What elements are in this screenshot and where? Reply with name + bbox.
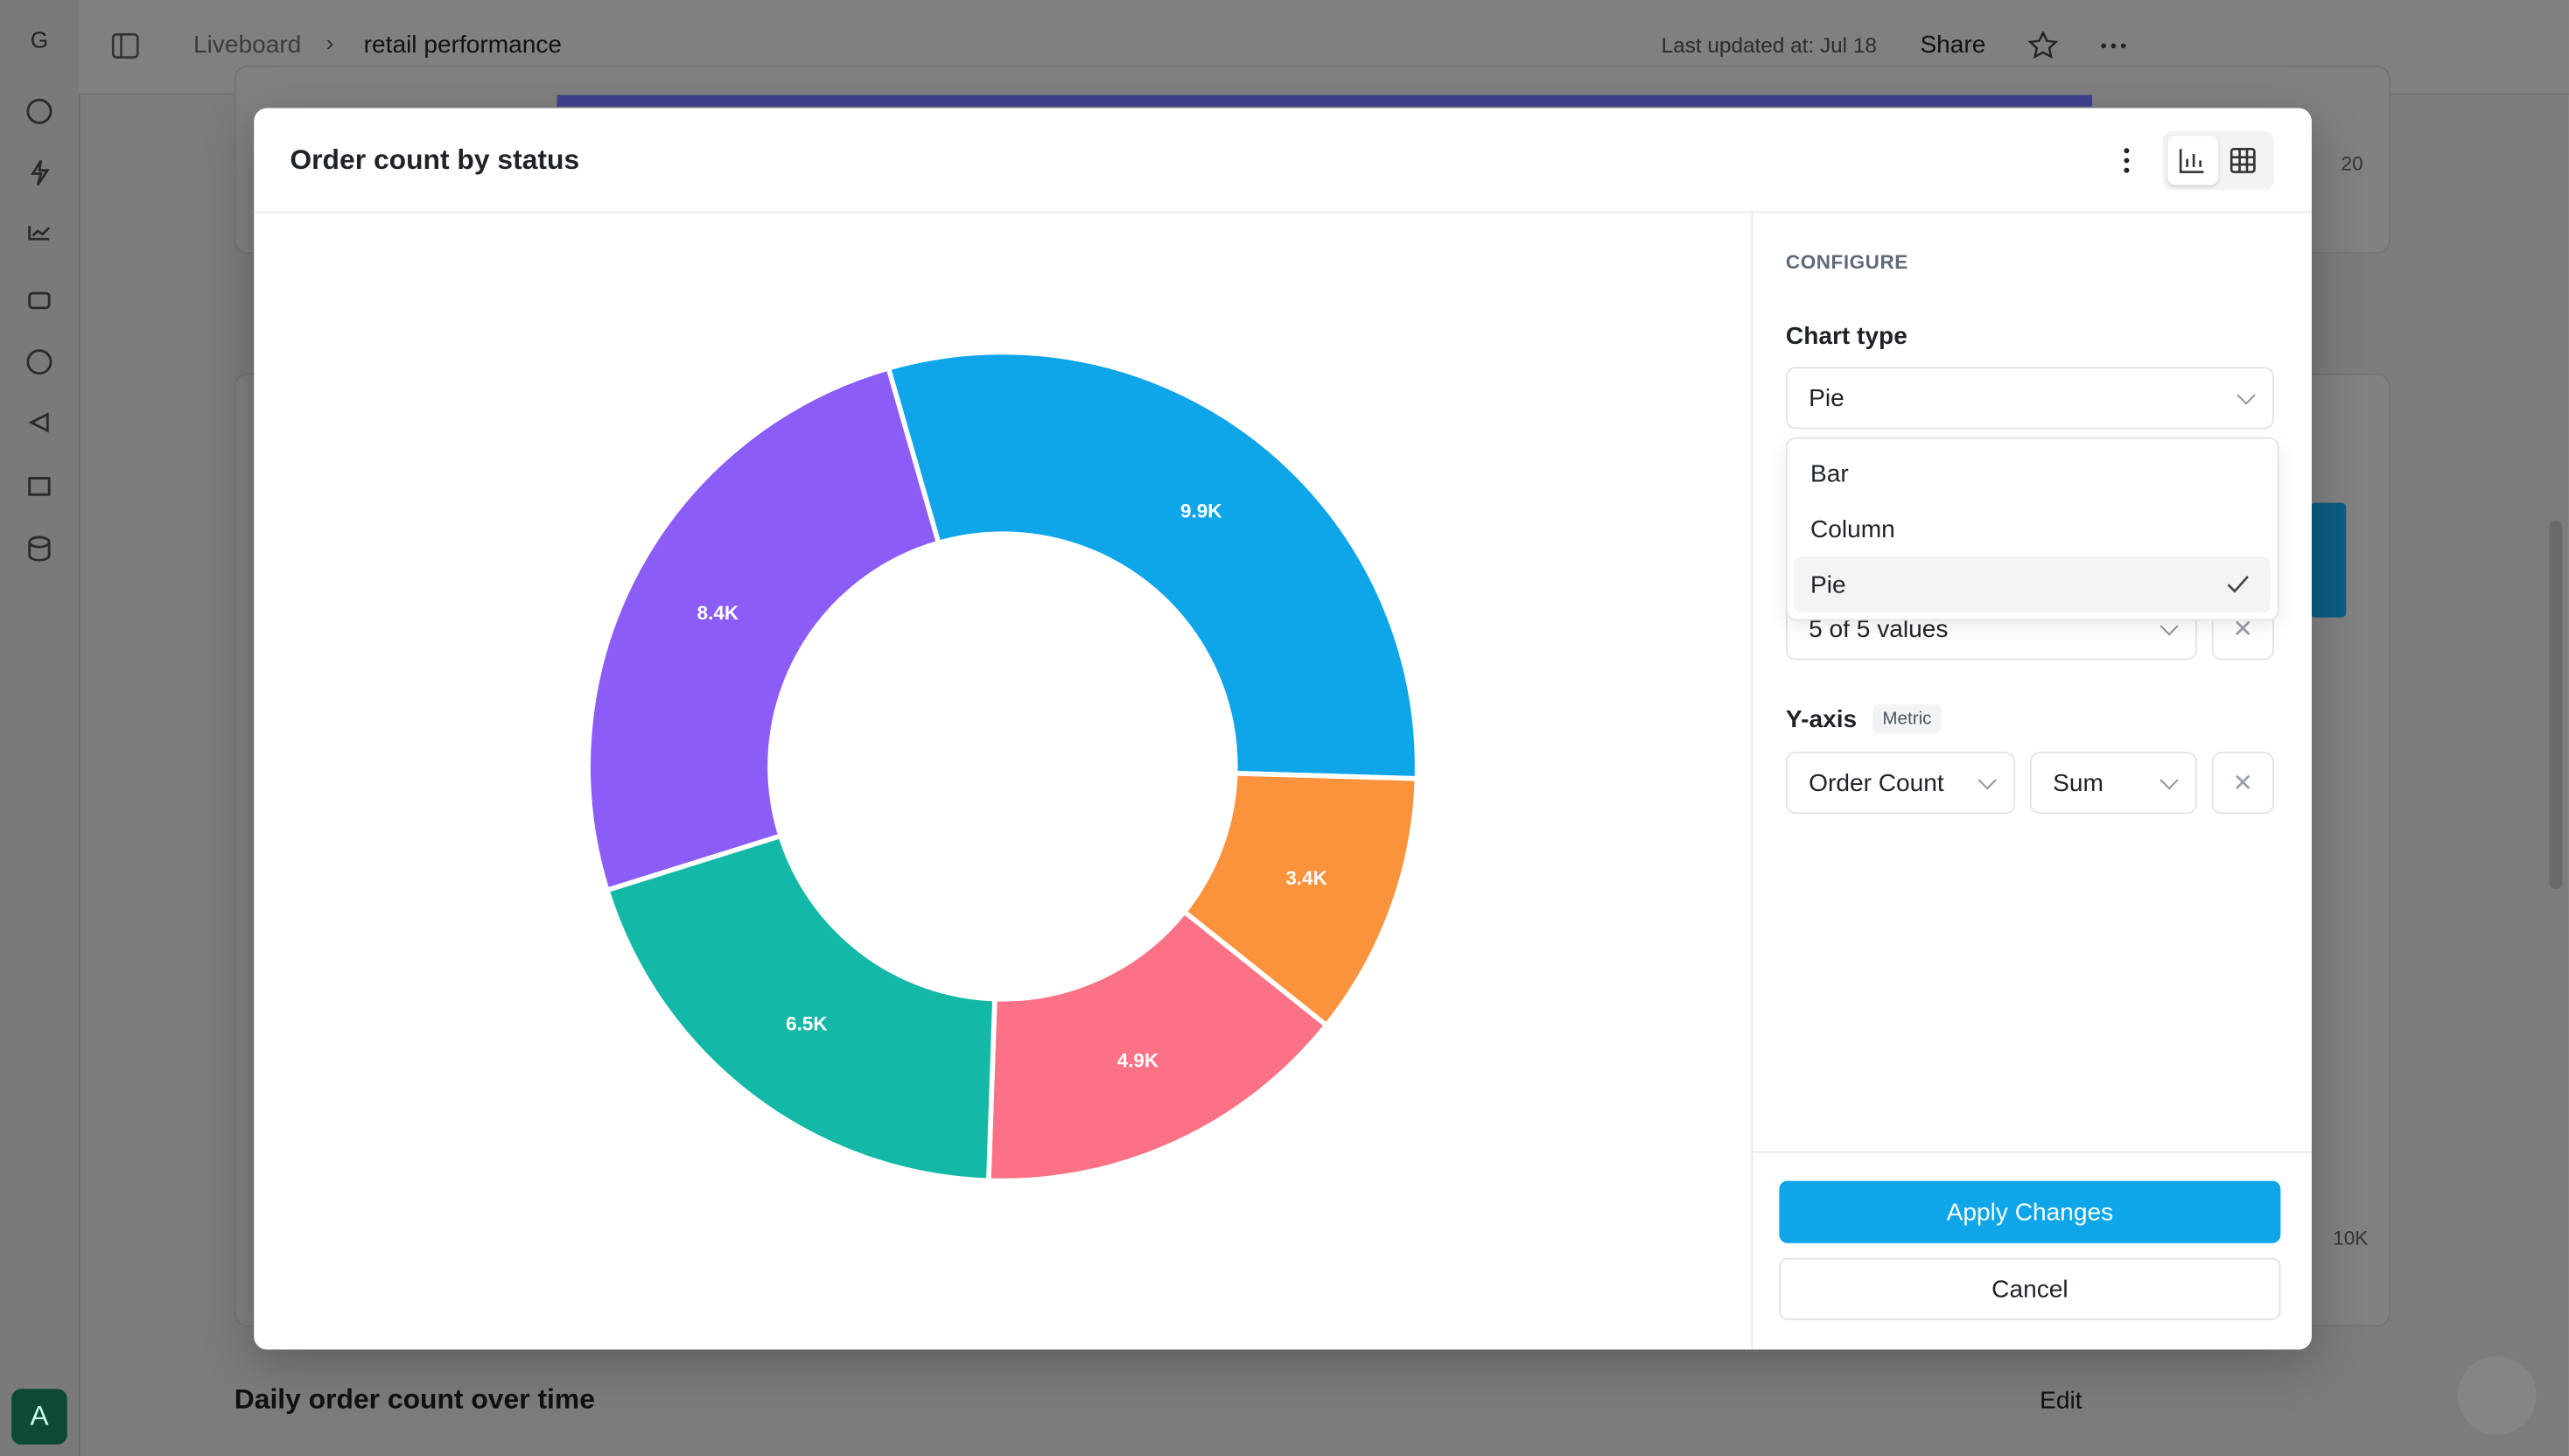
- panel-toggle[interactable]: [111, 32, 139, 59]
- view-icons: [2179, 148, 2256, 173]
- background-bar: [2310, 502, 2347, 618]
- pie-slice: [604, 832, 998, 1184]
- select-value: Pie: [1809, 383, 1844, 412]
- divider: [254, 211, 2312, 214]
- divider: [1753, 1151, 2312, 1153]
- background-axis-label: 10K: [2333, 1226, 2369, 1250]
- apply-button[interactable]: Apply Changes: [1779, 1180, 2281, 1243]
- chart-area: 9.9K3.4K4.9K6.5K8.4K CancelledCompletePr…: [254, 213, 1751, 1349]
- user-avatar[interactable]: A: [11, 1389, 67, 1445]
- breadcrumb-current: retail performance: [363, 31, 563, 60]
- badge: Metric: [1872, 704, 1942, 734]
- pie-slice: [585, 365, 942, 893]
- data-label: 3.4K: [1285, 867, 1326, 889]
- aggregation-select[interactable]: Sum: [2029, 752, 2197, 815]
- remove-button[interactable]: ✕: [2211, 752, 2274, 815]
- dropdown-option[interactable]: Column: [1810, 514, 1895, 543]
- divider: [1751, 213, 1754, 1350]
- data-label: 9.9K: [1180, 500, 1222, 522]
- help-button[interactable]: [2457, 1355, 2537, 1435]
- background-axis-label: 20: [2341, 152, 2363, 176]
- share-button[interactable]: Share: [1920, 31, 1986, 60]
- chart-type-select[interactable]: Pie: [1785, 367, 2274, 430]
- scrollbar: [2549, 521, 2563, 890]
- cancel-button[interactable]: Cancel: [1779, 1257, 2281, 1320]
- select-value: Sum: [2053, 768, 2104, 797]
- nav-icons: [26, 98, 52, 562]
- field-label: Chart type: [1785, 322, 1908, 351]
- pie-slice: [885, 349, 1420, 781]
- more-button[interactable]: [2118, 144, 2135, 177]
- field-select[interactable]: Order Count: [1785, 752, 2016, 815]
- data-label: 8.4K: [697, 602, 738, 624]
- modal: Order count by status 9.9K 3.4K 4.9K 6.5K 8.…: [254, 108, 2312, 1350]
- check-icon: [2227, 576, 2249, 593]
- pie-slice: [985, 908, 1330, 1184]
- breadcrumb-link[interactable]: Liveboard: [192, 31, 302, 60]
- dropdown: Bar Column Pie: [1785, 437, 2279, 621]
- data-label: 6.5K: [786, 1013, 827, 1035]
- modal-title: Order count by status: [290, 144, 580, 176]
- last-updated: Last updated at: Jul 18: [1661, 32, 1877, 58]
- sidebar: G A: [0, 0, 80, 1456]
- field-label: Y-axis: [1785, 705, 1858, 734]
- workspace-icon[interactable]: G: [30, 25, 49, 52]
- breadcrumb-separator: ›: [326, 29, 334, 56]
- background-bar: [556, 94, 2093, 107]
- panel-heading: CONFIGURE: [1785, 250, 1908, 274]
- donut-chart: 9.9K 3.4K 4.9K 6.5K 8.4K: [585, 349, 1420, 1184]
- dropdown-option[interactable]: Bar: [1810, 459, 1849, 487]
- section-title: Daily order count over time: [234, 1383, 595, 1416]
- edit-button[interactable]: Edit: [2040, 1387, 2082, 1416]
- dropdown-option[interactable]: Pie: [1794, 556, 2272, 613]
- header-actions[interactable]: [2028, 31, 2143, 61]
- data-label: 4.9K: [1117, 1049, 1158, 1071]
- select-value: Order Count: [1809, 768, 1944, 797]
